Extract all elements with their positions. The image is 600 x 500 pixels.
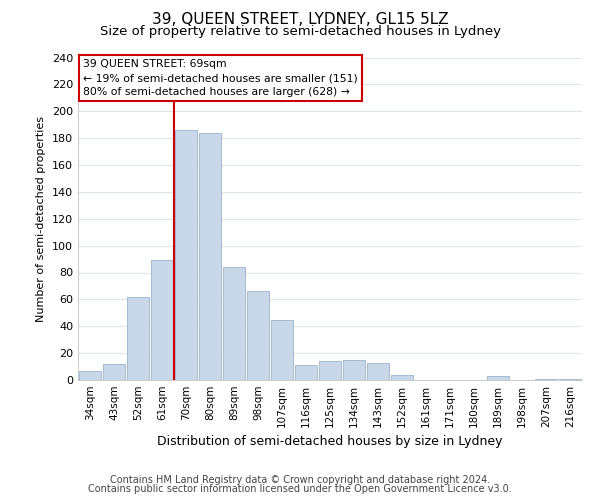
Text: Contains HM Land Registry data © Crown copyright and database right 2024.: Contains HM Land Registry data © Crown c… — [110, 475, 490, 485]
Bar — [271, 320, 293, 380]
Bar — [391, 374, 413, 380]
Text: 39 QUEEN STREET: 69sqm
← 19% of semi-detached houses are smaller (151)
80% of se: 39 QUEEN STREET: 69sqm ← 19% of semi-det… — [83, 59, 358, 97]
Text: 39, QUEEN STREET, LYDNEY, GL15 5LZ: 39, QUEEN STREET, LYDNEY, GL15 5LZ — [152, 12, 448, 28]
Bar — [559, 378, 581, 380]
Bar — [295, 365, 317, 380]
Bar — [367, 362, 389, 380]
Bar — [199, 132, 221, 380]
Bar — [175, 130, 197, 380]
Bar — [247, 292, 269, 380]
Bar — [103, 364, 125, 380]
Bar — [127, 296, 149, 380]
Bar — [319, 361, 341, 380]
Bar — [343, 360, 365, 380]
X-axis label: Distribution of semi-detached houses by size in Lydney: Distribution of semi-detached houses by … — [157, 436, 503, 448]
Bar — [79, 370, 101, 380]
Y-axis label: Number of semi-detached properties: Number of semi-detached properties — [37, 116, 46, 322]
Bar — [151, 260, 173, 380]
Bar — [487, 376, 509, 380]
Text: Contains public sector information licensed under the Open Government Licence v3: Contains public sector information licen… — [88, 484, 512, 494]
Bar — [223, 267, 245, 380]
Bar — [535, 378, 557, 380]
Text: Size of property relative to semi-detached houses in Lydney: Size of property relative to semi-detach… — [100, 25, 500, 38]
